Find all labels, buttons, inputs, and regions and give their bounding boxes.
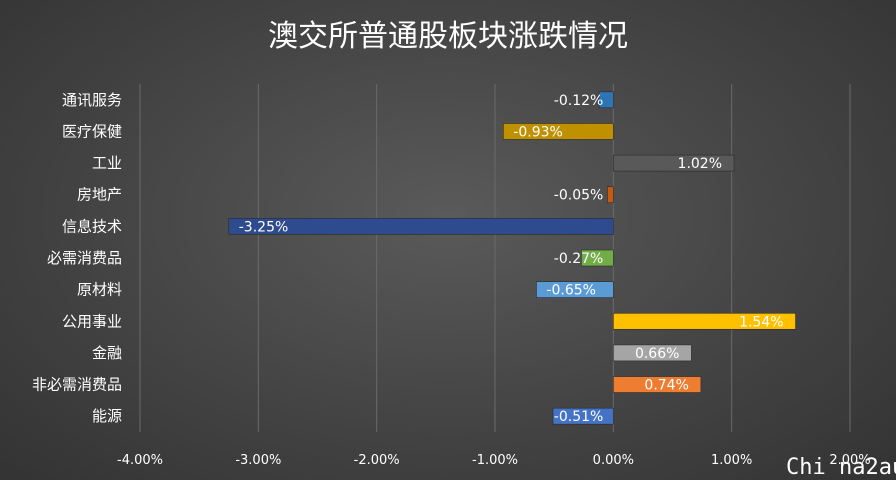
data-label: 1.54% bbox=[739, 314, 783, 330]
bar bbox=[613, 344, 692, 362]
category-label: 能源 bbox=[92, 407, 122, 425]
x-tick-label: -2.00% bbox=[354, 453, 400, 468]
bar bbox=[613, 312, 796, 330]
bar bbox=[613, 376, 702, 393]
category-label: 房地产 bbox=[77, 186, 122, 204]
category-label: 信息技术 bbox=[62, 217, 122, 235]
data-label: 1.02% bbox=[678, 156, 722, 172]
watermark: Chi na2au bbox=[786, 455, 896, 480]
data-label: -0.65% bbox=[546, 283, 596, 299]
data-label: -0.05% bbox=[554, 188, 604, 204]
data-label: -0.12% bbox=[554, 93, 604, 109]
value-axis: -4.00% -3.00% -2.00% -1.00% 0.00% 1.00% 2.00% bbox=[117, 453, 871, 468]
category-label: 公用事业 bbox=[62, 312, 122, 330]
bar bbox=[228, 218, 614, 235]
x-tick-label: -3.00% bbox=[235, 453, 281, 468]
category-label: 工业 bbox=[92, 154, 122, 172]
data-label: -0.27% bbox=[554, 251, 604, 267]
x-tick-label: 1.00% bbox=[711, 453, 752, 468]
chart-title: 澳交所普通股板块涨跌情况 bbox=[268, 19, 628, 54]
x-tick-label: 0.00% bbox=[593, 453, 634, 468]
grid-layer bbox=[139, 84, 851, 432]
x-tick-label: 2.00% bbox=[829, 453, 870, 468]
category-label: 必需消费品 bbox=[47, 249, 122, 267]
data-label: 0.74% bbox=[644, 378, 688, 394]
bar bbox=[613, 154, 735, 172]
bar bbox=[598, 91, 614, 109]
x-tick-label: -1.00% bbox=[472, 453, 518, 468]
category-label: 通讯服务 bbox=[62, 91, 122, 109]
category-label: 医疗保健 bbox=[62, 122, 122, 140]
data-label: -0.51% bbox=[554, 409, 604, 425]
bar bbox=[552, 407, 614, 425]
data-label: -0.93% bbox=[513, 124, 563, 140]
x-tick-label: -4.00% bbox=[117, 453, 163, 468]
data-label: 0.66% bbox=[635, 346, 679, 362]
category-label: 非必需消费品 bbox=[32, 376, 122, 394]
data-label: -3.25% bbox=[239, 219, 289, 235]
bar bbox=[581, 249, 614, 267]
category-label: 金融 bbox=[92, 344, 122, 362]
bar-layer: -0.12% -0.93% 1.02% -0.05% -3.25% -0.27% -0.65… bbox=[228, 91, 796, 425]
category-label: 原材料 bbox=[77, 281, 122, 299]
bar bbox=[536, 281, 614, 298]
bar bbox=[607, 186, 614, 204]
bar bbox=[502, 123, 614, 140]
